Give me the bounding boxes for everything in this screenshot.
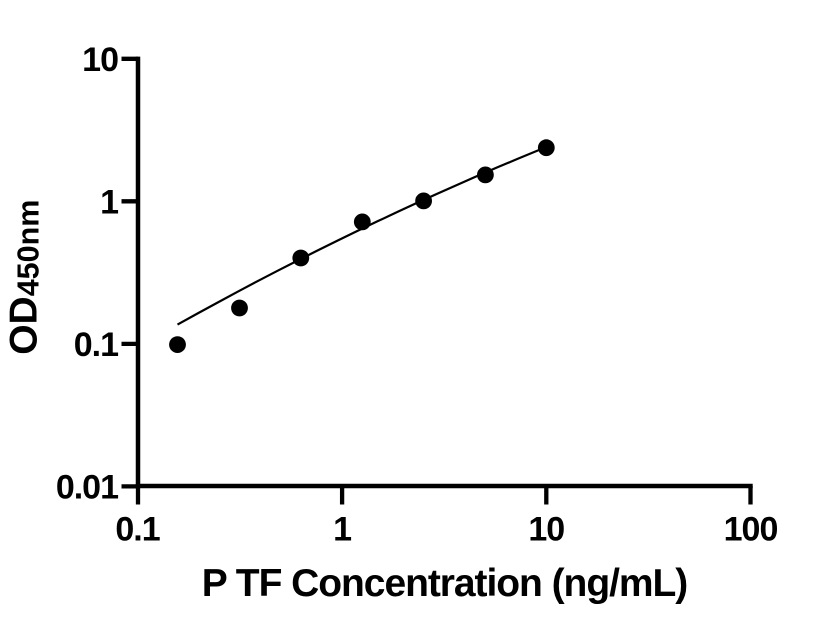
svg-text:1: 1 — [100, 184, 118, 222]
svg-text:10: 10 — [82, 41, 118, 79]
svg-text:0.1: 0.1 — [74, 326, 118, 364]
svg-text:10: 10 — [528, 511, 564, 549]
svg-text:1: 1 — [333, 511, 351, 549]
svg-text:0.1: 0.1 — [115, 511, 159, 549]
svg-text:P TF Concentration (ng/mL): P TF Concentration (ng/mL) — [202, 562, 688, 605]
svg-text:0.01: 0.01 — [56, 469, 118, 507]
svg-text:100: 100 — [724, 511, 778, 549]
